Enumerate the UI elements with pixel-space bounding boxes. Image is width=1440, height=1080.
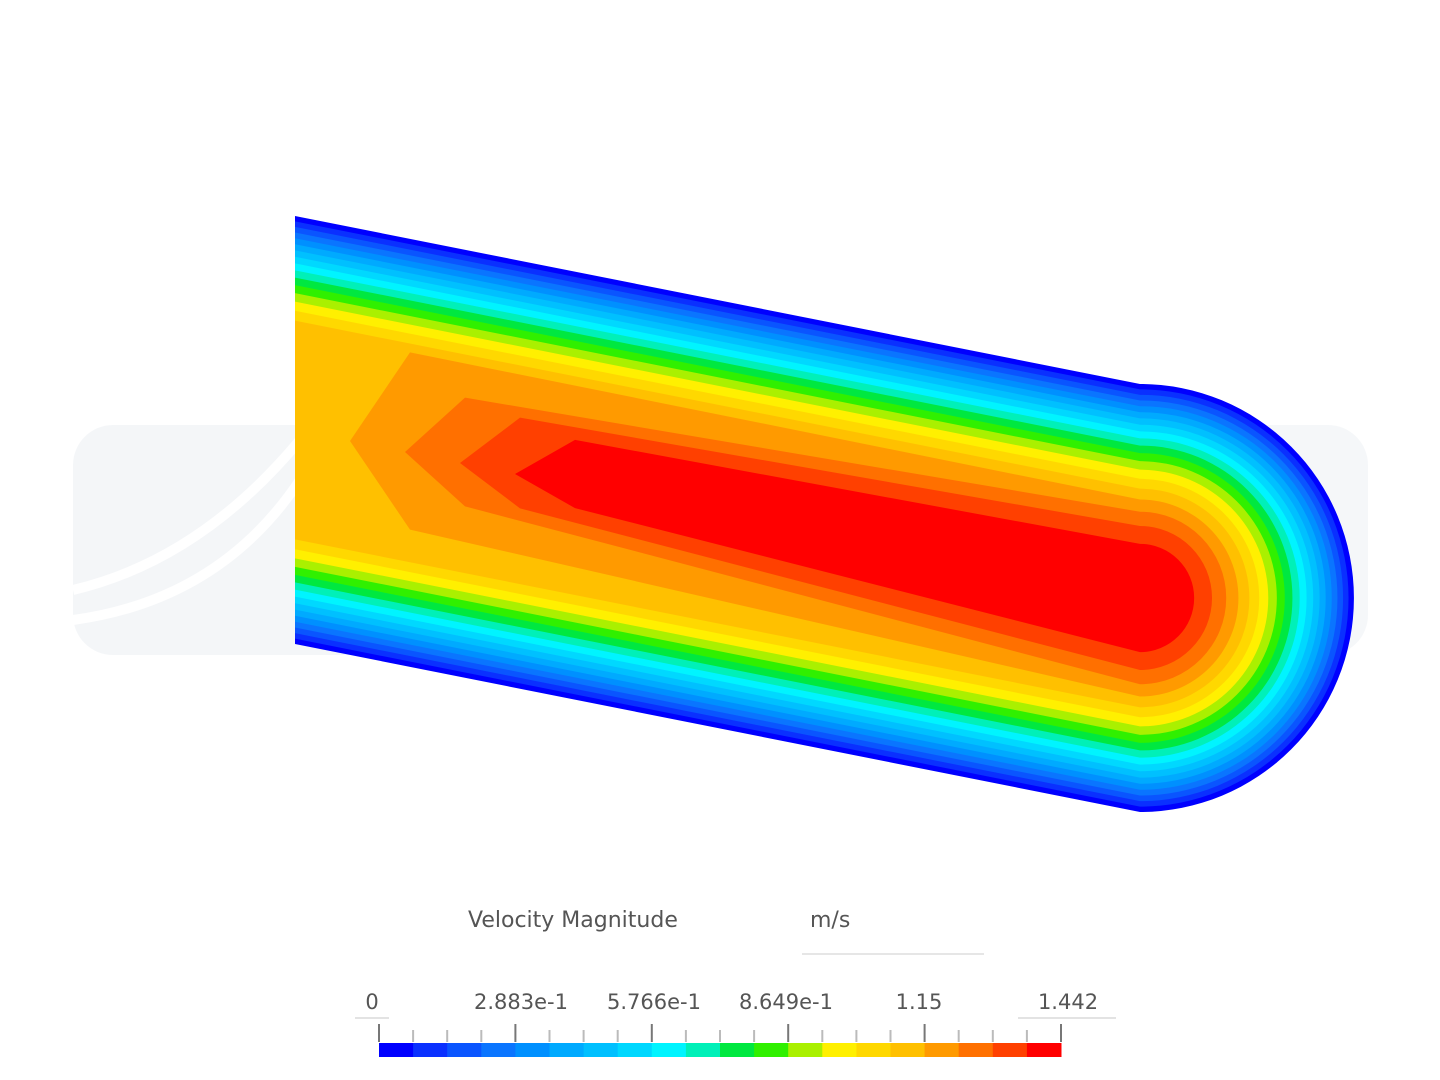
color-bar-segment bbox=[379, 1043, 414, 1057]
legend-unit[interactable]: m/s bbox=[810, 908, 851, 933]
legend-tick-label: 5.766e-1 bbox=[607, 990, 701, 1014]
color-bar-segment bbox=[685, 1043, 721, 1057]
max-label-underline bbox=[1018, 1017, 1116, 1019]
color-bar-segment bbox=[822, 1043, 857, 1057]
color-bar-segment bbox=[481, 1043, 516, 1057]
min-label-underline bbox=[355, 1017, 389, 1019]
color-bar-segment bbox=[788, 1043, 823, 1057]
color-bar-segment bbox=[447, 1043, 482, 1057]
legend-tick-label: 2.883e-1 bbox=[474, 990, 568, 1014]
color-bar-segment bbox=[413, 1043, 448, 1057]
legend-tick-label: 1.15 bbox=[895, 990, 943, 1014]
color-bar-segment bbox=[924, 1043, 960, 1057]
color-bar-segment bbox=[583, 1043, 619, 1057]
legend-tick-label: 8.649e-1 bbox=[739, 990, 833, 1014]
unit-underline bbox=[802, 953, 984, 955]
color-bar-segment bbox=[651, 1043, 687, 1057]
color-bar bbox=[378, 1024, 1062, 1057]
velocity-contour-plot bbox=[295, 216, 1354, 812]
color-legend: Velocity Magnitude m/s 0 2.883e-1 5.766e… bbox=[0, 880, 1440, 1080]
simulation-viewport[interactable] bbox=[0, 0, 1440, 880]
color-bar-segment bbox=[958, 1043, 994, 1057]
color-bar-segment bbox=[1026, 1043, 1062, 1057]
color-bar-segment bbox=[890, 1043, 926, 1057]
color-bar-segment bbox=[754, 1043, 789, 1057]
color-bar-segment bbox=[549, 1043, 585, 1057]
color-bar-segment bbox=[856, 1043, 891, 1057]
color-bar-segment bbox=[617, 1043, 653, 1057]
color-bar-segment bbox=[515, 1043, 550, 1057]
legend-title: Velocity Magnitude bbox=[468, 908, 678, 933]
color-bar-segment bbox=[992, 1043, 1028, 1057]
legend-tick-label[interactable]: 0 bbox=[365, 990, 379, 1014]
legend-tick-label[interactable]: 1.442 bbox=[1037, 990, 1099, 1014]
color-bar-segment bbox=[720, 1043, 755, 1057]
contour-band bbox=[515, 439, 1195, 653]
